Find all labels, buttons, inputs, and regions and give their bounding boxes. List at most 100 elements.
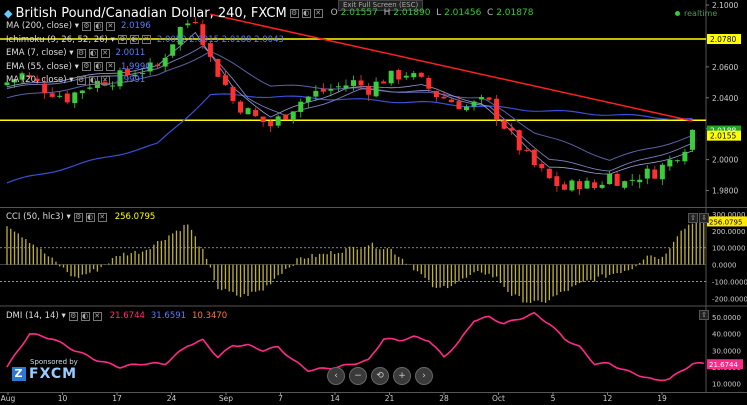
exit-fullscreen-button[interactable]: Exit Full Screen (ESC) [338, 0, 424, 11]
y-tick-label: 1.9800 [712, 187, 738, 196]
indicator-label[interactable]: Ichimoku (9, 26, 52, 26) ▾ [6, 34, 115, 45]
cci-value-label: 256.0795 [709, 218, 742, 226]
candle [546, 168, 552, 179]
candle [109, 85, 115, 87]
candle [230, 86, 236, 101]
candle [147, 62, 153, 72]
close-icon[interactable]: ✕ [313, 8, 323, 18]
candle [200, 24, 206, 45]
sponsor-name: FXCM [29, 366, 78, 382]
y-tick-label: 2.0400 [712, 94, 738, 103]
candle [463, 106, 469, 111]
hide-icon[interactable]: ◐ [301, 8, 311, 18]
cci-close-icon[interactable]: ✕ [97, 212, 107, 222]
candle [516, 130, 522, 151]
cci-value-box [707, 216, 747, 227]
indicator-close-icon[interactable]: ✕ [105, 21, 115, 31]
y-tick-label: 2.0000 [712, 156, 738, 165]
candle [125, 68, 131, 75]
candle [42, 83, 48, 93]
x-tick-label: 5 [551, 394, 556, 403]
indicator-settings-icon[interactable]: ⚙ [81, 62, 91, 71]
indicator-hide-icon[interactable]: ◐ [93, 62, 103, 71]
cci-pane-up-icon[interactable]: ⇧ [688, 213, 698, 223]
scroll-right-button[interactable]: › [415, 367, 433, 385]
dmi-label[interactable]: DMI (14, 14) ▾ [6, 311, 66, 321]
candle [441, 96, 447, 99]
indicator-value: 1.9991 [115, 75, 146, 85]
sponsor-badge[interactable]: Sponsored by Z FXCM [12, 358, 78, 382]
candle [396, 70, 402, 80]
indicator-hide-icon[interactable]: ◐ [93, 21, 103, 31]
dmi-hide-icon[interactable]: ◐ [80, 311, 90, 321]
candle [388, 70, 394, 84]
dmi-pane-up-icon[interactable]: ⇧ [699, 310, 709, 320]
chart-title: British Pound/Canadian Dollar, 240, FXCM [15, 5, 287, 21]
candle [140, 73, 146, 75]
cci-settings-icon[interactable]: ⚙ [73, 212, 83, 222]
indicator-settings-icon[interactable]: ⚙ [76, 48, 86, 58]
candle [275, 116, 281, 126]
reset-chart-button[interactable]: ⟲ [371, 367, 389, 385]
indicator-settings-icon[interactable]: ⚙ [76, 75, 86, 85]
ma200-line [6, 93, 693, 184]
candle [652, 169, 658, 179]
candle [358, 80, 364, 86]
indicator-settings-icon[interactable]: ⚙ [81, 21, 91, 31]
settings-icon[interactable]: ⚙ [289, 8, 299, 18]
indicator-close-icon[interactable]: ✕ [141, 35, 151, 44]
x-tick-label: 12 [603, 394, 613, 403]
candle [64, 93, 70, 103]
cci-hide-icon[interactable]: ◐ [85, 212, 95, 222]
indicator-hide-icon[interactable]: ◐ [129, 35, 139, 44]
indicator-close-icon[interactable]: ✕ [100, 48, 110, 58]
cci-tick-label: 200.0000 [712, 228, 745, 236]
indicator-close-icon[interactable]: ✕ [100, 75, 110, 85]
dmi-settings-icon[interactable]: ⚙ [68, 311, 78, 321]
cci-label[interactable]: CCI (50, hlc3) ▾ [6, 212, 71, 222]
candle [509, 128, 515, 131]
indicator-close-icon[interactable]: ✕ [105, 62, 115, 71]
candle [313, 90, 319, 97]
dmi-tick-label: 40.0000 [712, 331, 741, 339]
candle [72, 92, 78, 104]
indicator-label[interactable]: MA (20, close) ▾ [6, 75, 74, 85]
indicator-label[interactable]: MA (200, close) ▾ [6, 21, 79, 31]
x-tick-label: 19 [657, 394, 667, 403]
candle [682, 151, 688, 162]
indicator-hide-icon[interactable]: ◐ [88, 75, 98, 85]
candle [592, 182, 598, 188]
y-tick-label: 2.0600 [712, 63, 738, 72]
symbol-icon: ◆ [4, 6, 13, 20]
indicator-label[interactable]: EMA (55, close) ▾ [6, 61, 79, 72]
candle [4, 82, 10, 86]
dmi-value-box [707, 359, 743, 370]
indicator-hide-icon[interactable]: ◐ [88, 48, 98, 58]
candle [689, 129, 695, 150]
zoom-in-button[interactable]: + [393, 367, 411, 385]
dmi-close-icon[interactable]: ✕ [92, 311, 102, 321]
candle [245, 108, 251, 115]
zoom-out-button[interactable]: − [349, 367, 367, 385]
x-tick-label: Oct [492, 394, 505, 403]
indicator-value: 2.0011 [115, 48, 146, 58]
candle [366, 85, 372, 95]
cci-tick-label: 0.0000 [712, 262, 737, 270]
x-tick-label: 24 [167, 394, 177, 403]
candle [238, 101, 244, 113]
cci-pane-down-icon[interactable]: ⇩ [699, 213, 709, 223]
candle [433, 90, 439, 98]
candle [584, 180, 590, 189]
dmi-tick-label: 10.0000 [712, 381, 741, 389]
trendline [210, 13, 693, 122]
scroll-left-button[interactable]: ‹ [327, 367, 345, 385]
candle [260, 116, 266, 123]
cci-tick-label: -100.0000 [712, 278, 747, 286]
indicator-label[interactable]: EMA (7, close) ▾ [6, 48, 74, 58]
x-tick-label: 28 [439, 394, 449, 403]
candle [290, 111, 296, 121]
candle [222, 75, 228, 85]
x-tick-label: Aug [1, 394, 16, 403]
indicator-settings-icon[interactable]: ⚙ [117, 35, 127, 44]
